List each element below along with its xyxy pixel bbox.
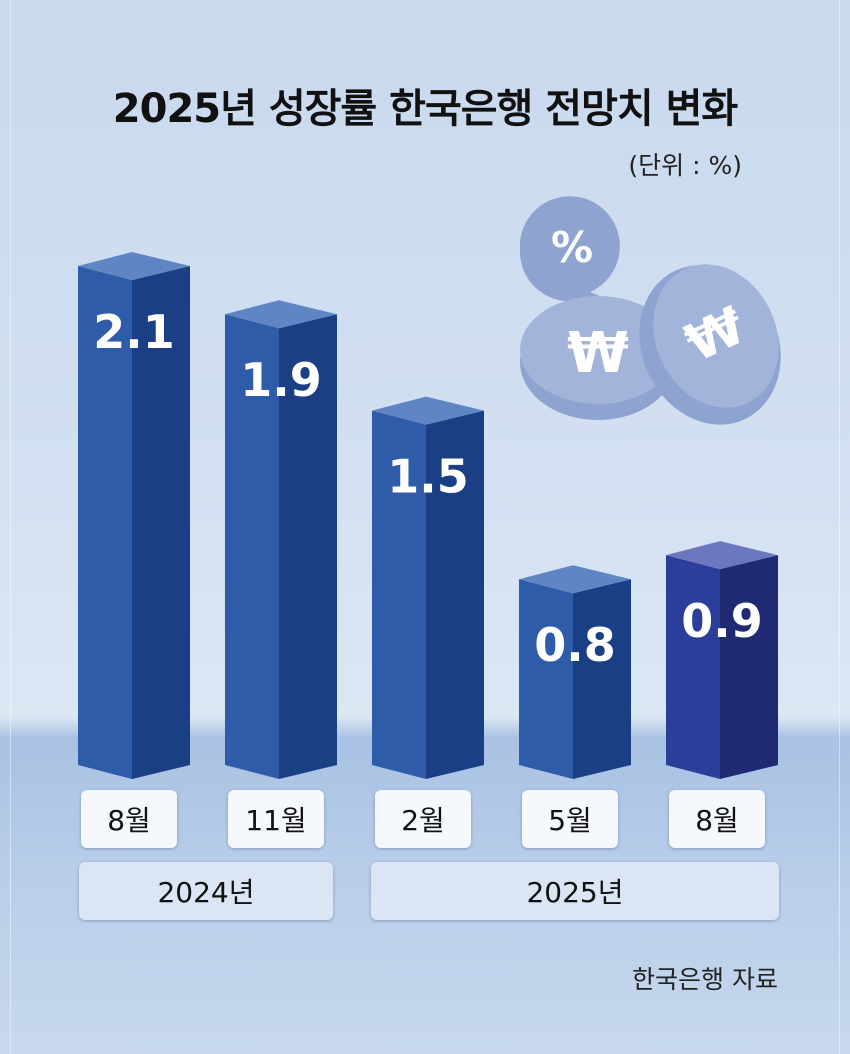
bar-top-3 — [519, 565, 631, 594]
bar-side-0 — [132, 266, 190, 779]
bar-side-3 — [573, 579, 631, 779]
month-label-3: 5월 — [522, 790, 618, 848]
value-label-1: 1.9 — [240, 353, 322, 407]
bar-side-2 — [426, 410, 484, 779]
value-label-3: 0.8 — [534, 618, 616, 672]
unit-label: (단위 : %) — [628, 151, 742, 180]
month-label-1: 11월 — [228, 790, 324, 848]
bar-0: 2.1 — [78, 252, 190, 779]
bar-top-1 — [225, 300, 337, 329]
bar-front-0 — [78, 266, 132, 779]
bar-front-3 — [519, 579, 573, 779]
bar-front-1 — [225, 314, 279, 779]
value-label-2: 1.5 — [387, 450, 469, 504]
value-label-0: 2.1 — [93, 305, 175, 359]
year-label-1: 2025년 — [371, 862, 779, 920]
bar-top-2 — [372, 396, 484, 425]
month-label-4: 8월 — [669, 790, 765, 848]
month-label-2: 2월 — [375, 790, 471, 848]
year-label-0: 2024년 — [79, 862, 333, 920]
chart-title: 2025년 성장률 한국은행 전망치 변화 — [112, 86, 738, 132]
bar-front-2 — [372, 410, 426, 779]
bar-3: 0.8 — [519, 565, 631, 779]
won-symbol: ₩ — [567, 321, 629, 386]
value-label-4: 0.9 — [681, 594, 763, 648]
bar-1: 1.9 — [225, 300, 337, 779]
source-note: 한국은행 자료 — [632, 965, 778, 994]
bar-top-4 — [666, 541, 778, 570]
coins-illustration: % ₩ ₩ — [519, 196, 781, 425]
bar-side-1 — [279, 314, 337, 779]
bar-top-0 — [78, 252, 190, 280]
month-label-0: 8월 — [81, 790, 177, 848]
bar-side-4 — [720, 555, 778, 779]
bar-front-4 — [666, 555, 720, 779]
percent-symbol: % — [551, 223, 593, 272]
bar-4: 0.9 — [666, 541, 778, 779]
speech-bubble-icon — [519, 196, 624, 306]
bar-2: 1.5 — [372, 396, 484, 779]
